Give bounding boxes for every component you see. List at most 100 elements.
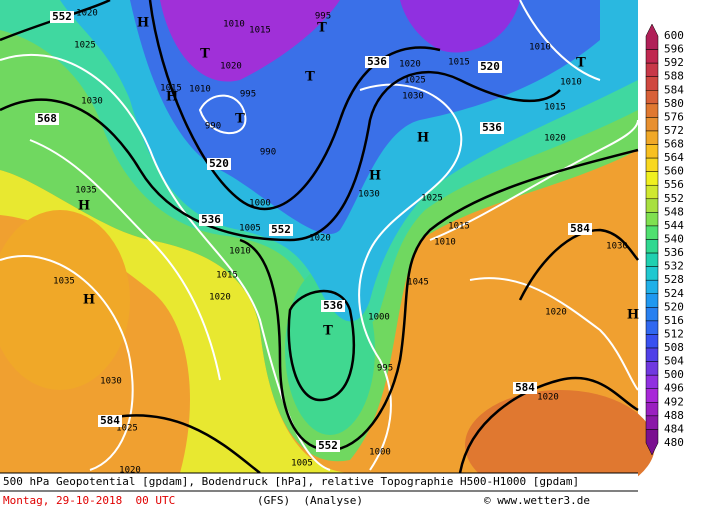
isobar-label: 1045 [407,278,429,288]
colorbar-segment [645,429,659,456]
height-label-box [365,56,389,68]
height-label: 584 [570,222,590,235]
colorbar-label: 600 [664,29,684,42]
isobar-label: 1020 [399,60,421,70]
height-label: 536 [323,299,343,312]
colorbar-label: 568 [664,138,684,151]
isobar-label: 1015 [216,271,238,281]
colorbar-label: 544 [664,219,684,232]
height-label: 536 [367,55,387,68]
colorbar-label: 524 [664,287,684,300]
isobar-label: 1000 [249,199,271,209]
isobar-label: 1020 [537,393,559,403]
footer-model: (GFS) (Analyse) [257,494,363,507]
colorbar-label: 532 [664,260,684,273]
colorbar-segment [645,361,659,376]
isobar-label: 995 [240,90,256,100]
pressure-center: T [235,112,245,127]
isobar-label: 1010 [223,20,245,30]
height-label: 552 [271,223,291,236]
colorbar-segment [645,279,659,295]
pressure-center: H [166,90,178,105]
isobar-label: 1020 [220,62,242,72]
colorbar-segment [645,415,659,430]
isobar-label: 1010 [529,43,551,53]
isobar-label: 1015 [160,84,182,94]
colorbar-label: 552 [664,192,684,205]
height-label-box [321,300,345,312]
pressure-center: H [369,169,381,184]
height-label: 584 [515,381,535,394]
height-label: 552 [52,10,72,23]
height-label-box [35,113,59,125]
pressure-center: T [576,56,586,71]
isobar-label: 1020 [309,234,331,244]
colorbar-segment [645,402,659,417]
pressure-center: T [305,70,315,85]
colorbar-label: 536 [664,246,684,259]
isobar-label: 1010 [189,85,211,95]
height-label: 536 [482,121,502,134]
height-label: 520 [480,60,500,73]
colorbar-segment [645,171,659,186]
colorbar-segment [645,184,659,200]
colorbar-segment [645,76,659,91]
isobar-label: 1025 [404,76,426,86]
colorbar-label: 592 [664,56,684,69]
isobar-label: 1020 [209,293,231,303]
pressure-center: H [417,131,429,146]
colorbar-segment [645,293,659,308]
colorbar-segment [645,347,659,362]
colorbar-segment [645,252,659,267]
isobar-label: 1000 [368,313,390,323]
isobar-label: 1035 [75,186,97,196]
height-label-box [207,158,231,170]
isobar-label: 1030 [81,97,103,107]
height-label-box [98,415,122,427]
colorbar-label: 488 [664,409,684,422]
isobar-label: 1015 [249,26,271,36]
isobar-label: 1025 [421,194,443,204]
isobar-label: 1010 [434,238,456,248]
isobar-label: 1005 [239,224,261,234]
map [0,0,655,500]
isobar-label: 1010 [229,247,251,257]
height-label: 584 [100,414,120,427]
height-label-box [478,61,502,73]
height-label: 552 [318,439,338,452]
footer-credit: © www.wetter3.de [484,494,590,507]
height-label: 568 [37,112,57,125]
colorbar-label: 496 [664,382,684,395]
height-label: 536 [201,213,221,226]
colorbar-segment [645,49,659,64]
isobar-label: 1030 [100,377,122,387]
isobar-label: 1030 [606,242,628,252]
height-label-box [199,214,223,226]
colorbar-label: 584 [664,83,684,96]
isobar-label: 1015 [448,222,470,232]
colorbar-label: 564 [664,151,684,164]
isobar-label: 1030 [358,190,380,200]
colorbar-label: 572 [664,124,684,137]
height-label-box [480,122,504,134]
isobar-label: 990 [260,148,276,158]
height-band [0,210,130,390]
colorbar-segment [645,212,659,227]
isobar-label: 1000 [369,448,391,458]
colorbar-label: 520 [664,300,684,313]
height-label-box [269,224,293,236]
colorbar-label: 508 [664,341,684,354]
colorbar-segment [645,157,659,172]
isobar-label: 1030 [402,92,424,102]
isobar-label: 1015 [448,58,470,68]
pressure-center: T [200,47,210,62]
height-label-box [513,382,537,394]
colorbar-segment [645,144,659,159]
colorbar-label: 484 [664,422,684,435]
isobar-label: 1025 [116,424,138,434]
isobar-label: 990 [205,122,221,132]
footer-description: 500 hPa Geopotential [gpdam], Bodendruck… [3,475,579,488]
colorbar-segment [645,117,659,132]
colorbar-segment [645,130,659,145]
